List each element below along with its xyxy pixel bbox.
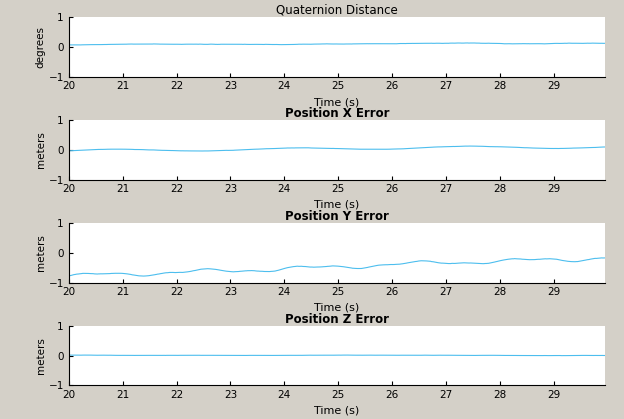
Title: Position Y Error: Position Y Error bbox=[285, 210, 389, 222]
Title: Quaternion Distance: Quaternion Distance bbox=[276, 4, 398, 17]
Y-axis label: meters: meters bbox=[36, 131, 46, 168]
X-axis label: Time (s): Time (s) bbox=[314, 200, 359, 210]
Y-axis label: degrees: degrees bbox=[36, 26, 46, 68]
X-axis label: Time (s): Time (s) bbox=[314, 303, 359, 313]
Title: Position Z Error: Position Z Error bbox=[285, 313, 389, 326]
Y-axis label: meters: meters bbox=[36, 337, 46, 374]
X-axis label: Time (s): Time (s) bbox=[314, 97, 359, 107]
Y-axis label: meters: meters bbox=[36, 234, 46, 271]
Title: Position X Error: Position X Error bbox=[285, 107, 389, 120]
X-axis label: Time (s): Time (s) bbox=[314, 406, 359, 416]
